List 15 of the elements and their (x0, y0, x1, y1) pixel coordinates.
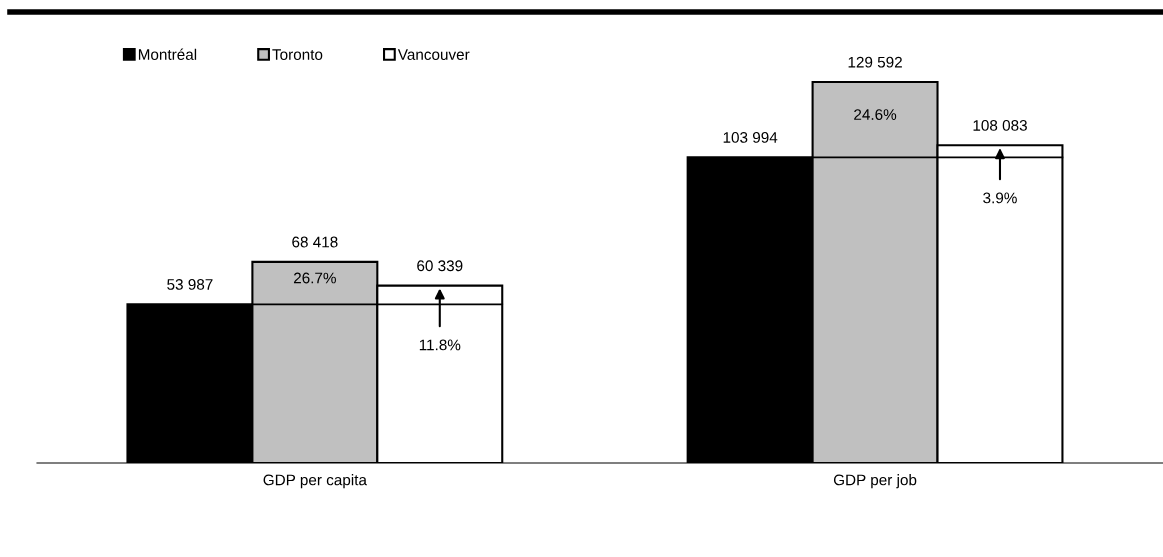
data-label: 60 339 (417, 260, 463, 272)
annotation: 24.6% (854, 109, 897, 120)
legend-label: Toronto (272, 49, 323, 60)
data-label: 53 987 (167, 279, 213, 290)
x-tick-label: GDP per capita (263, 474, 367, 489)
x-tick-label: GDP per job (833, 474, 917, 489)
annotation: 3.9% (983, 192, 1017, 204)
legend-label: Vancouver (397, 49, 470, 60)
data-label: 108 083 (973, 120, 1027, 131)
data-label: 68 418 (292, 236, 338, 248)
annotation: 11.8% (419, 339, 461, 351)
data-label: 129 592 (848, 56, 902, 68)
data-label: 103 994 (723, 132, 778, 143)
legend-label: Montréal (138, 48, 197, 60)
annotation: 26.7% (293, 272, 336, 284)
